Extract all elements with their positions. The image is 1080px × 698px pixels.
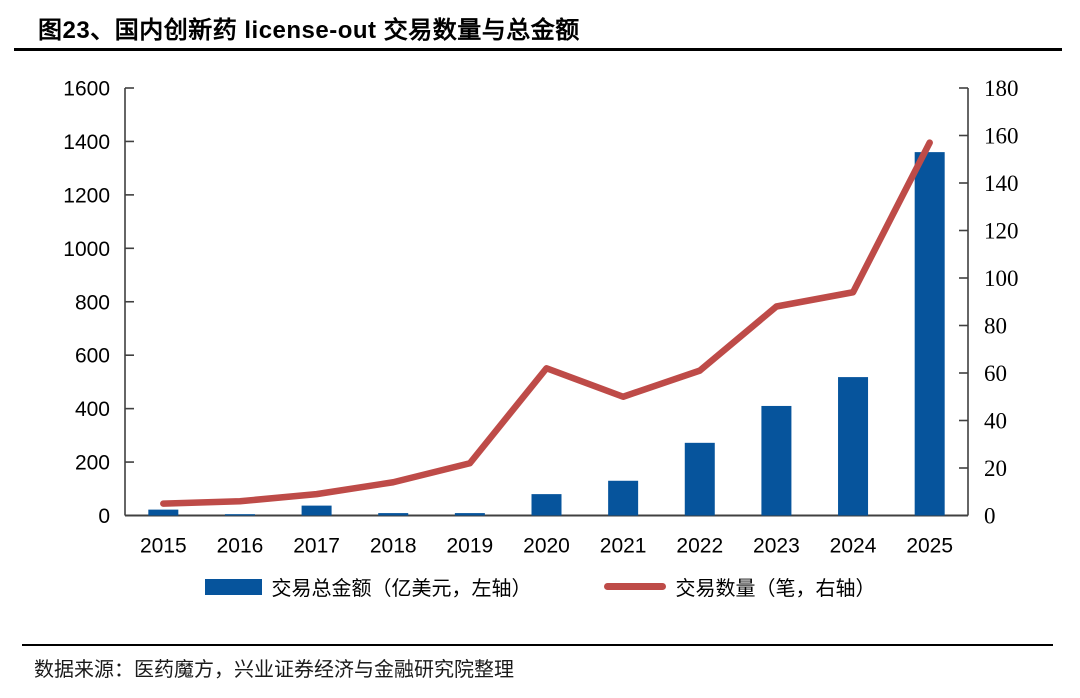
right-axis-tick-label: 60 bbox=[984, 361, 1007, 386]
left-axis-tick-label: 1200 bbox=[63, 184, 110, 207]
footer-divider bbox=[22, 644, 1053, 646]
right-axis-tick-label: 140 bbox=[984, 171, 1019, 196]
left-axis-tick-label: 1000 bbox=[63, 238, 110, 261]
left-axis-tick-label: 800 bbox=[75, 291, 110, 314]
right-axis-tick-label: 160 bbox=[984, 124, 1019, 149]
x-axis-label-2020: 2020 bbox=[523, 535, 570, 558]
left-axis-tick-label: 600 bbox=[75, 345, 110, 368]
line-series-swatch bbox=[603, 583, 666, 590]
left-axis-tick-label: 400 bbox=[75, 398, 110, 421]
right-axis-tick-label: 120 bbox=[984, 219, 1019, 244]
left-axis-tick-label: 1400 bbox=[63, 131, 110, 154]
right-axis-tick-label: 100 bbox=[984, 266, 1019, 291]
x-axis-label-2019: 2019 bbox=[447, 535, 494, 558]
bar-2020 bbox=[531, 494, 562, 516]
bar-2015 bbox=[148, 509, 179, 516]
x-axis-label-2016: 2016 bbox=[217, 535, 264, 558]
legend-label-count: 交易数量（笔，右轴） bbox=[675, 578, 876, 600]
right-axis-tick-label: 20 bbox=[984, 456, 1007, 481]
deal-count-line bbox=[160, 139, 933, 507]
source-note: 数据来源：医药魔方，兴业证券经济与金融研究院整理 bbox=[34, 659, 514, 681]
x-axis-label-2023: 2023 bbox=[753, 535, 800, 558]
bar-2025 bbox=[914, 152, 945, 516]
bar-2021 bbox=[608, 480, 639, 516]
left-axis-tick-label: 0 bbox=[98, 505, 110, 528]
x-axis-label-2022: 2022 bbox=[676, 535, 723, 558]
legend-label-amount: 交易总金额（亿美元，左轴） bbox=[271, 578, 532, 600]
legend-item-amount: 交易总金额（亿美元，左轴） bbox=[204, 572, 532, 601]
bar-series-swatch bbox=[204, 578, 262, 595]
right-axis-tick-label: 0 bbox=[984, 504, 996, 529]
title-divider bbox=[14, 48, 1062, 51]
x-axis-label-2025: 2025 bbox=[906, 535, 953, 558]
x-axis-label-2017: 2017 bbox=[293, 535, 340, 558]
left-axis-tick-label: 1600 bbox=[63, 78, 110, 101]
bar-2024 bbox=[838, 377, 869, 516]
bar-2019 bbox=[454, 513, 485, 516]
right-axis-tick-label: 180 bbox=[984, 76, 1019, 101]
chart-area: 0 200 400 600 800 1000 1200 1400 1600 0 20 40 60 80 10… bbox=[0, 60, 1080, 565]
left-axis-tick-label: 200 bbox=[75, 452, 110, 475]
x-axis-label-2018: 2018 bbox=[370, 535, 417, 558]
legend-item-count: 交易数量（笔，右轴） bbox=[603, 572, 876, 601]
bar-2023 bbox=[761, 405, 792, 516]
bar-2017 bbox=[301, 505, 332, 516]
chart-legend: 交易总金额（亿美元，左轴） 交易数量（笔，右轴） bbox=[0, 572, 1080, 601]
right-axis-tick-label: 80 bbox=[984, 314, 1007, 339]
x-axis-label-2024: 2024 bbox=[830, 535, 877, 558]
bar-2022 bbox=[684, 442, 715, 516]
combo-chart: 0 200 400 600 800 1000 1200 1400 1600 0 20 40 60 80 10… bbox=[63, 76, 1019, 558]
right-axis-tick-label: 40 bbox=[984, 409, 1007, 434]
bar-2016 bbox=[224, 514, 255, 516]
figure-title: 图23、国内创新药 license-out 交易数量与总金额 bbox=[38, 17, 580, 44]
bar-2018 bbox=[378, 513, 409, 516]
x-axis-label-2015: 2015 bbox=[140, 535, 187, 558]
x-axis-label-2021: 2021 bbox=[600, 535, 647, 558]
